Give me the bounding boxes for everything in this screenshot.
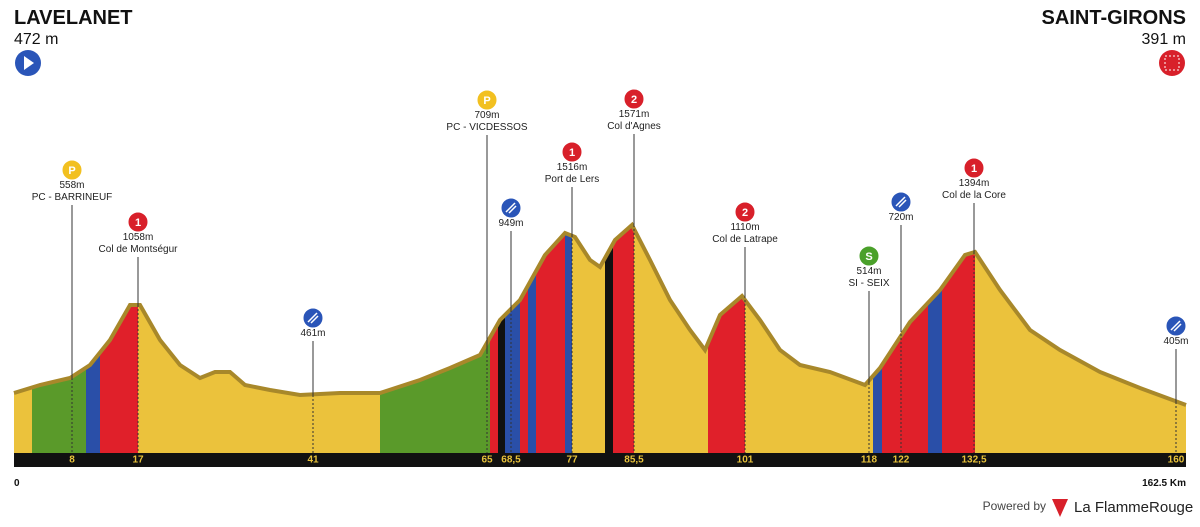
- point-name: PC - VICDESSOS: [446, 122, 527, 133]
- point-altitude: 709m: [474, 110, 499, 121]
- point-name: Col d'Agnes: [607, 121, 661, 132]
- badge-text: 1: [971, 163, 977, 175]
- point-badge: [858, 245, 880, 267]
- start-name: LAVELANET: [14, 7, 133, 29]
- sprint-icon: [1170, 320, 1182, 332]
- km-label: 122: [893, 455, 910, 466]
- point-altitude: 405m: [1163, 336, 1188, 347]
- sprint-icon: [895, 196, 907, 208]
- km-label: 132,5: [961, 455, 986, 466]
- km-label: 118: [861, 455, 878, 466]
- point-badge: [127, 211, 149, 233]
- km-label: 85,5: [624, 455, 644, 466]
- distance-bar: [14, 453, 1186, 467]
- badge-text: 1: [135, 217, 141, 229]
- km-label: 8: [69, 455, 75, 466]
- start-altitude: 472 m: [14, 31, 58, 48]
- point-altitude: 1058m: [123, 232, 154, 243]
- point-name: SI - SEIX: [848, 278, 889, 289]
- km-label: 65: [481, 455, 493, 466]
- profile-edge: [13, 221, 1187, 407]
- point-badge: [734, 201, 756, 223]
- finish-flag: [1164, 55, 1180, 71]
- finish-altitude: 391 m: [1142, 31, 1186, 48]
- brand-logo: [1052, 499, 1068, 517]
- profile: [14, 225, 1186, 453]
- point-name: PC - BARRINEUF: [32, 192, 113, 203]
- point-altitude: 461m: [300, 328, 325, 339]
- km-label: 41: [307, 455, 319, 466]
- brand: La FlammeRouge: [1074, 499, 1193, 516]
- point-name: Col de la Core: [942, 190, 1006, 201]
- badge-text: P: [483, 95, 490, 107]
- km-label: 17: [132, 455, 144, 466]
- point-name: Col de Montségur: [99, 244, 179, 255]
- point-altitude: 1394m: [959, 178, 990, 189]
- point-altitude: 1516m: [557, 162, 588, 173]
- badge-text: S: [865, 251, 872, 263]
- km-label: 101: [737, 455, 754, 466]
- point-badge: [963, 157, 985, 179]
- badge-text: 2: [631, 94, 637, 106]
- badge-text: P: [68, 165, 75, 177]
- finish-name: SAINT-GIRONS: [1042, 7, 1186, 29]
- sprint-icon: [307, 312, 319, 324]
- point-name: Port de Lers: [545, 174, 599, 185]
- km-label: 68,5: [501, 455, 521, 466]
- point-altitude: 949m: [498, 218, 523, 229]
- finish-icon: [1159, 50, 1185, 76]
- point-altitude: 558m: [59, 180, 84, 191]
- km-label: 77: [566, 455, 578, 466]
- powered-by: Powered by: [983, 499, 1046, 513]
- point-badge: [476, 89, 498, 111]
- distance-end: 162.5 Km: [1142, 478, 1186, 489]
- point-badge: [561, 141, 583, 163]
- point-badge: [61, 159, 83, 181]
- point-badge: [623, 88, 645, 110]
- point-altitude: 1110m: [730, 222, 759, 233]
- km-label: 160: [1168, 455, 1185, 466]
- badge-text: 1: [569, 147, 575, 159]
- start-arrow: [24, 56, 34, 70]
- badge-text: 2: [742, 207, 748, 219]
- point-altitude: 1571m: [619, 109, 650, 120]
- point-altitude: 720m: [888, 212, 913, 223]
- point-altitude: 514m: [856, 266, 881, 277]
- point-name: Col de Latrape: [712, 234, 778, 245]
- distance-start: 0: [14, 478, 20, 489]
- sprint-icon: [505, 202, 517, 214]
